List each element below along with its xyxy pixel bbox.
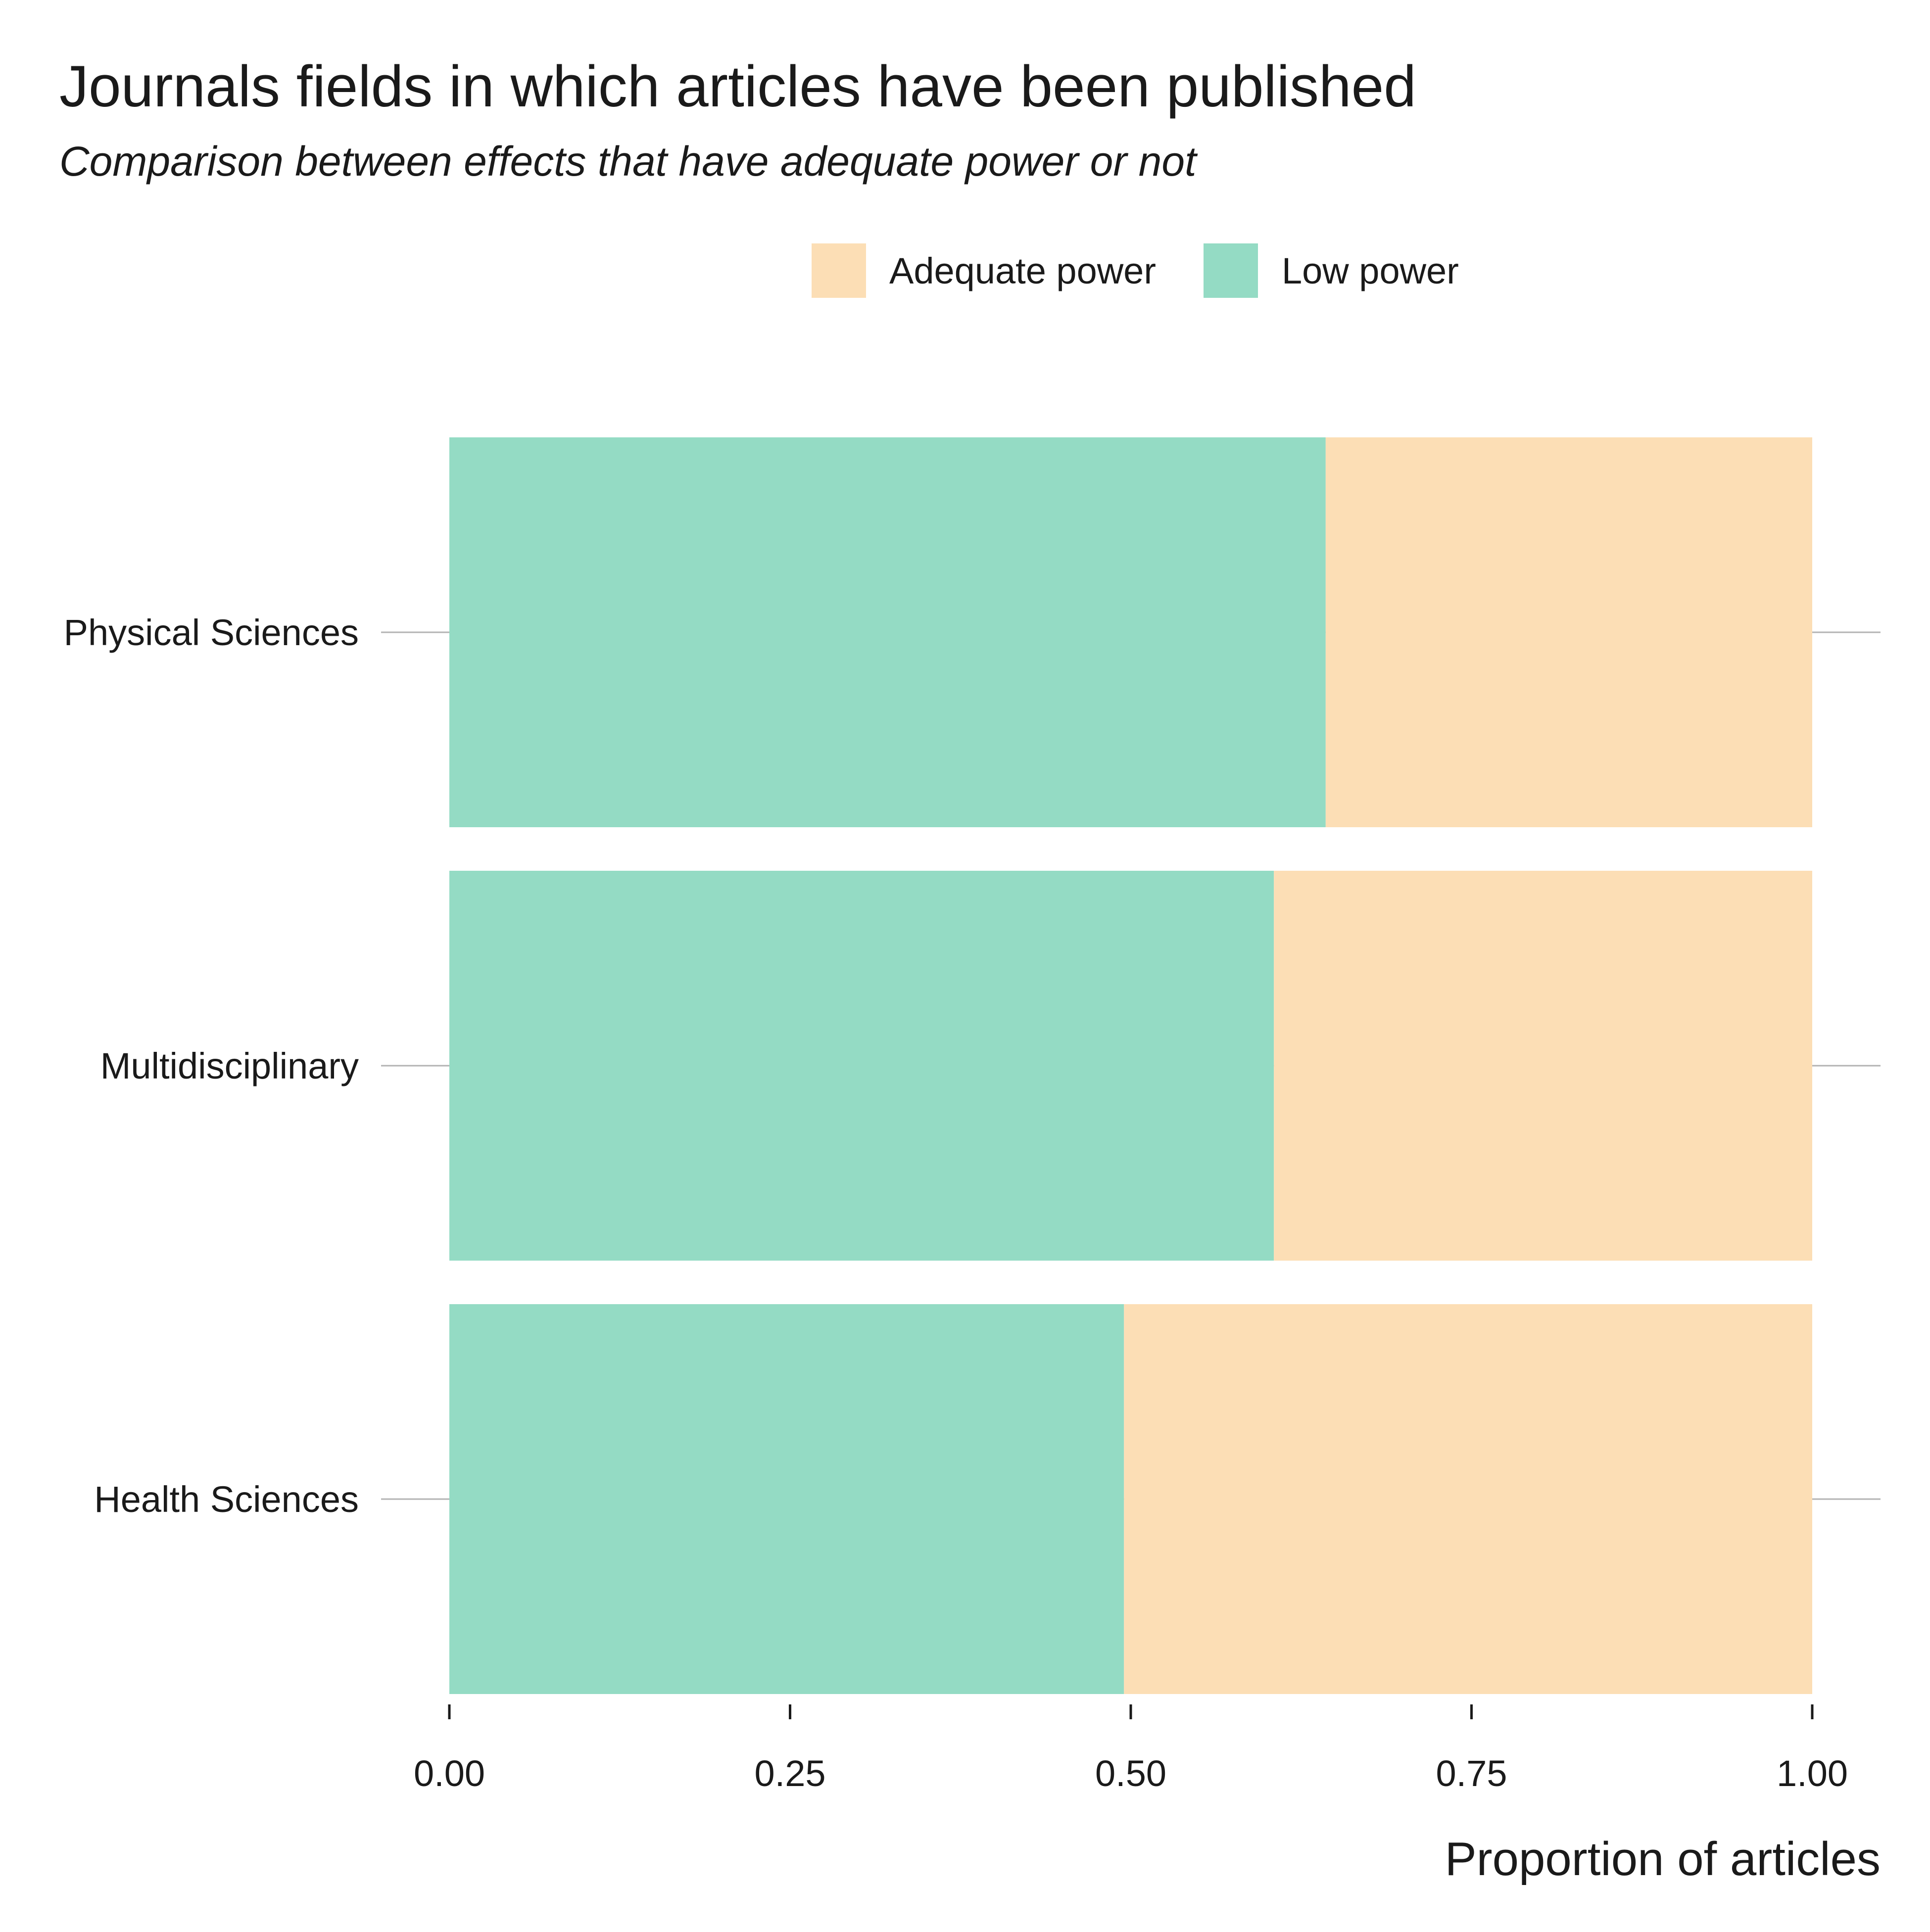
legend-swatch-adequate-power	[812, 243, 866, 298]
chart-title: Journals fields in which articles have b…	[59, 54, 1416, 119]
x-axis: 0.00 0.25 0.50 0.75 1.00	[414, 1704, 1848, 1794]
x-tick-label: 0.75	[1436, 1753, 1507, 1794]
bar-physical-sciences-adequate-power	[1325, 437, 1812, 827]
x-axis-title: Proportion of articles	[1445, 1833, 1881, 1885]
x-tick-label: 0.25	[754, 1753, 825, 1794]
x-tick-label: 0.50	[1095, 1753, 1166, 1794]
bars	[449, 437, 1812, 1694]
bar-physical-sciences-low-power	[449, 437, 1326, 827]
chart-subtitle: Comparison between effects that have ade…	[59, 138, 1198, 185]
bar-multidisciplinary-low-power	[449, 871, 1274, 1261]
legend: Adequate power Low power	[812, 243, 1459, 298]
x-tick-label: 0.00	[414, 1753, 485, 1794]
y-tick-label-multidisciplinary: Multidisciplinary	[100, 1045, 359, 1086]
legend-swatch-low-power	[1204, 243, 1258, 298]
bar-multidisciplinary-adequate-power	[1274, 871, 1812, 1261]
y-tick-label-health-sciences: Health Sciences	[94, 1479, 359, 1520]
legend-label-low-power: Low power	[1282, 250, 1459, 291]
bar-health-sciences-low-power	[449, 1304, 1124, 1694]
x-tick-label: 1.00	[1777, 1753, 1848, 1794]
y-tick-label-physical-sciences: Physical Sciences	[64, 612, 359, 653]
bar-health-sciences-adequate-power	[1124, 1304, 1812, 1694]
legend-label-adequate-power: Adequate power	[889, 250, 1156, 291]
